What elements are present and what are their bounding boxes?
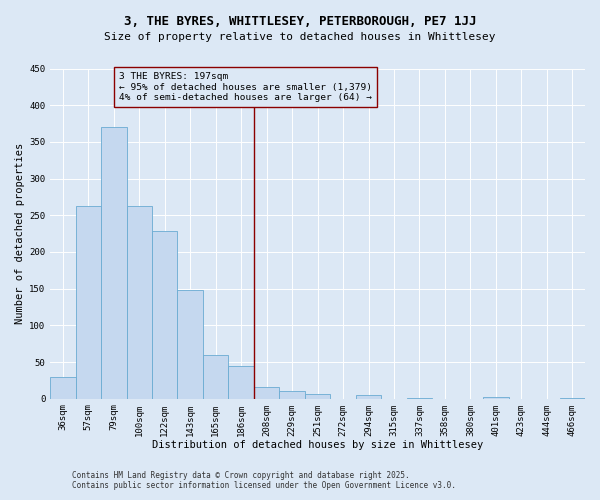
Text: Contains HM Land Registry data © Crown copyright and database right 2025.
Contai: Contains HM Land Registry data © Crown c… [72, 470, 456, 490]
Bar [152, 232, 178, 398]
Bar [356, 395, 381, 398]
X-axis label: Distribution of detached houses by size in Whittlesey: Distribution of detached houses by size … [152, 440, 483, 450]
Bar [203, 354, 229, 399]
Bar [127, 206, 152, 398]
Bar [229, 366, 254, 398]
Y-axis label: Number of detached properties: Number of detached properties [15, 143, 25, 324]
Bar [178, 290, 203, 399]
Bar [305, 394, 331, 398]
Text: 3 THE BYRES: 197sqm
← 95% of detached houses are smaller (1,379)
4% of semi-deta: 3 THE BYRES: 197sqm ← 95% of detached ho… [119, 72, 372, 102]
Bar [50, 376, 76, 398]
Bar [76, 206, 101, 398]
Text: Size of property relative to detached houses in Whittlesey: Size of property relative to detached ho… [104, 32, 496, 42]
Bar [280, 392, 305, 398]
Bar [101, 127, 127, 398]
Text: 3, THE BYRES, WHITTLESEY, PETERBOROUGH, PE7 1JJ: 3, THE BYRES, WHITTLESEY, PETERBOROUGH, … [124, 15, 476, 28]
Bar [254, 387, 280, 398]
